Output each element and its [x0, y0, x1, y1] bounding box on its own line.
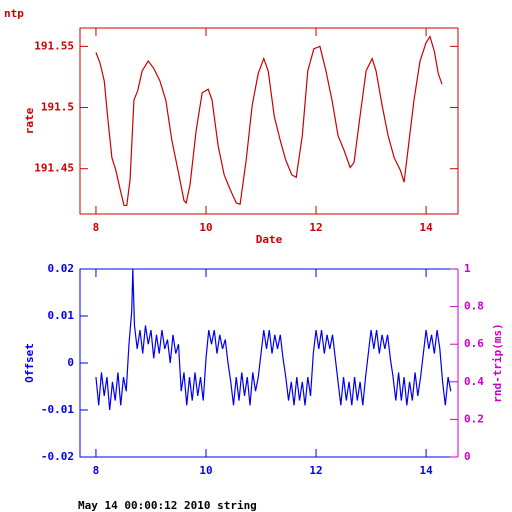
y2-tick-label: 0.6 [464, 337, 484, 350]
data-line [95, 268, 452, 411]
y-tick-label: -0.02 [41, 450, 74, 463]
y-axis-label: rate [23, 107, 36, 134]
y-tick-label: 0.02 [48, 262, 75, 275]
x-tick-label: 10 [199, 464, 212, 477]
axis-frame [79, 27, 458, 215]
x-tick-label: 14 [419, 221, 433, 234]
y2-axis-label: rnd-trip(ms) [491, 323, 504, 402]
y-tick-label: 191.45 [34, 162, 74, 175]
y2-tick-label: 0.8 [464, 300, 484, 313]
y-tick-label: 0 [67, 356, 74, 369]
y-axis-label: Offset [23, 343, 36, 383]
footer: May 14 00:00:12 2010 string [78, 499, 257, 512]
x-tick-label: 10 [199, 221, 212, 234]
x-tick-label: 12 [309, 464, 322, 477]
y2-tick-label: 0.2 [464, 412, 484, 425]
axis-frame [79, 268, 458, 458]
y2-tick-label: 1 [464, 262, 471, 275]
y-tick-label: -0.01 [41, 403, 74, 416]
x-tick-label: 14 [419, 464, 433, 477]
y2-tick-label: 0 [464, 450, 471, 463]
y-tick-label: 0.01 [48, 309, 75, 322]
y2-tick-label: 0.4 [464, 375, 484, 388]
x-axis-label: Date [256, 233, 283, 246]
chart-title: ntp [4, 7, 24, 20]
data-line [95, 35, 443, 207]
x-tick-label: 8 [93, 221, 100, 234]
y-tick-label: 191.55 [34, 39, 74, 52]
y-tick-label: 191.5 [41, 101, 74, 114]
x-tick-label: 12 [309, 221, 322, 234]
x-tick-label: 8 [93, 464, 100, 477]
